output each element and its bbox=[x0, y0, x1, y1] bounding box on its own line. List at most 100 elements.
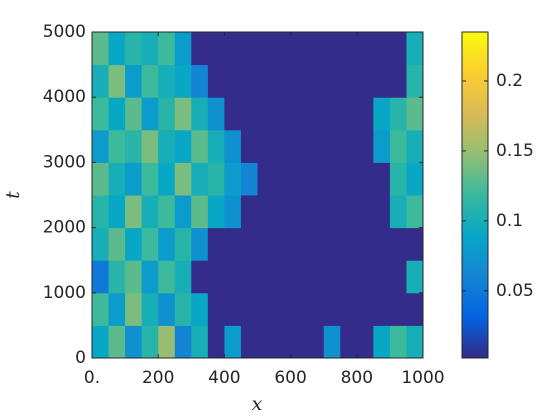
heatmap-cell bbox=[141, 292, 159, 326]
heatmap-cell bbox=[356, 97, 374, 131]
heatmap-cell bbox=[125, 97, 143, 131]
colorbar-tick-label: 0.2 bbox=[496, 71, 523, 91]
heatmap-cell bbox=[174, 227, 192, 261]
heatmap-cell bbox=[224, 129, 242, 163]
heatmap-cell bbox=[389, 32, 407, 66]
heatmap-cell bbox=[274, 129, 292, 163]
heatmap-cell bbox=[207, 129, 225, 163]
heatmap-cell bbox=[108, 97, 126, 131]
heatmap-cell bbox=[158, 292, 176, 326]
heatmap-cell bbox=[158, 325, 176, 359]
heatmap-cell bbox=[373, 325, 391, 359]
heatmap-cell bbox=[125, 260, 143, 294]
heatmap-cell bbox=[108, 162, 126, 196]
heatmap-cell bbox=[158, 195, 176, 229]
heatmap-cell bbox=[92, 162, 110, 196]
heatmap-cell bbox=[141, 227, 159, 261]
heatmap-cell bbox=[340, 195, 358, 229]
x-tick-label: 1000 bbox=[401, 368, 444, 388]
heatmap-cell bbox=[257, 129, 275, 163]
heatmap-cell bbox=[406, 32, 424, 66]
heatmap-cell bbox=[141, 325, 159, 359]
heatmap-cell bbox=[274, 32, 292, 66]
heatmap-cell bbox=[207, 162, 225, 196]
heatmap-cell bbox=[340, 64, 358, 98]
colorbar-tick-label: 0.15 bbox=[496, 141, 534, 161]
heatmap-cell bbox=[92, 195, 110, 229]
heatmap-cell bbox=[323, 195, 341, 229]
heatmap-cell bbox=[191, 162, 209, 196]
heatmap-cell bbox=[125, 162, 143, 196]
heatmap-cell bbox=[224, 97, 242, 131]
heatmap-cell bbox=[125, 32, 143, 66]
heatmap-cell bbox=[356, 129, 374, 163]
heatmap-cell bbox=[158, 129, 176, 163]
heatmap-cell bbox=[257, 260, 275, 294]
heatmap-cell bbox=[307, 32, 325, 66]
heatmap-cell bbox=[141, 195, 159, 229]
x-tick-label: 600 bbox=[274, 368, 306, 388]
heatmap-cell bbox=[389, 292, 407, 326]
heatmap-cell bbox=[356, 64, 374, 98]
heatmap-cell bbox=[323, 292, 341, 326]
heatmap-cell bbox=[158, 162, 176, 196]
colorbar bbox=[461, 31, 489, 359]
y-tick-label: 5000 bbox=[43, 22, 86, 42]
heatmap-cell bbox=[108, 260, 126, 294]
heatmap-cell bbox=[191, 260, 209, 294]
heatmap-cell bbox=[174, 292, 192, 326]
heatmap-cell bbox=[373, 162, 391, 196]
heatmap-cell bbox=[207, 325, 225, 359]
heatmap-cell bbox=[406, 292, 424, 326]
heatmap-cell bbox=[406, 195, 424, 229]
heatmap-cell bbox=[340, 32, 358, 66]
heatmap-cell bbox=[92, 97, 110, 131]
heatmap-cell bbox=[406, 260, 424, 294]
y-axis-title: t bbox=[2, 191, 24, 199]
heatmap-cell bbox=[240, 162, 258, 196]
heatmap-cell bbox=[406, 227, 424, 261]
x-axis-title: x bbox=[252, 393, 263, 415]
heatmap-cell bbox=[307, 195, 325, 229]
heatmap-cell bbox=[323, 325, 341, 359]
heatmap-cell bbox=[191, 64, 209, 98]
heatmap-cell bbox=[290, 292, 308, 326]
heatmap-cell bbox=[108, 32, 126, 66]
heatmap-cell bbox=[191, 129, 209, 163]
heatmap-cell bbox=[125, 325, 143, 359]
heatmap-cell bbox=[406, 97, 424, 131]
heatmap-cell bbox=[356, 195, 374, 229]
heatmap-cell bbox=[224, 227, 242, 261]
heatmap-cell bbox=[207, 64, 225, 98]
heatmap-cell bbox=[389, 129, 407, 163]
y-tick-label: 0 bbox=[75, 348, 86, 368]
heatmap-cell bbox=[274, 227, 292, 261]
heatmap-cell bbox=[158, 32, 176, 66]
heatmap-cell bbox=[224, 64, 242, 98]
heatmap-cell bbox=[240, 292, 258, 326]
heatmap-cell bbox=[389, 325, 407, 359]
heatmap-cell bbox=[323, 260, 341, 294]
heatmap-cell bbox=[389, 195, 407, 229]
heatmap-cell bbox=[158, 260, 176, 294]
heatmap-cell bbox=[240, 32, 258, 66]
heatmap-cell bbox=[406, 129, 424, 163]
heatmap-cell bbox=[290, 227, 308, 261]
heatmap-cell bbox=[257, 64, 275, 98]
heatmap-cell bbox=[389, 260, 407, 294]
heatmap-cell bbox=[158, 227, 176, 261]
plot-frame bbox=[91, 31, 424, 359]
heatmap-cell bbox=[92, 227, 110, 261]
heatmap-cell bbox=[340, 260, 358, 294]
heatmap-cell bbox=[340, 162, 358, 196]
heatmap-cell bbox=[174, 260, 192, 294]
heatmap-cell bbox=[290, 32, 308, 66]
heatmap-cell bbox=[174, 195, 192, 229]
heatmap-cell bbox=[340, 129, 358, 163]
heatmap-cell bbox=[356, 292, 374, 326]
heatmap-cell bbox=[224, 195, 242, 229]
heatmap-cell bbox=[240, 129, 258, 163]
heatmap-cell bbox=[92, 32, 110, 66]
heatmap-cell bbox=[125, 64, 143, 98]
